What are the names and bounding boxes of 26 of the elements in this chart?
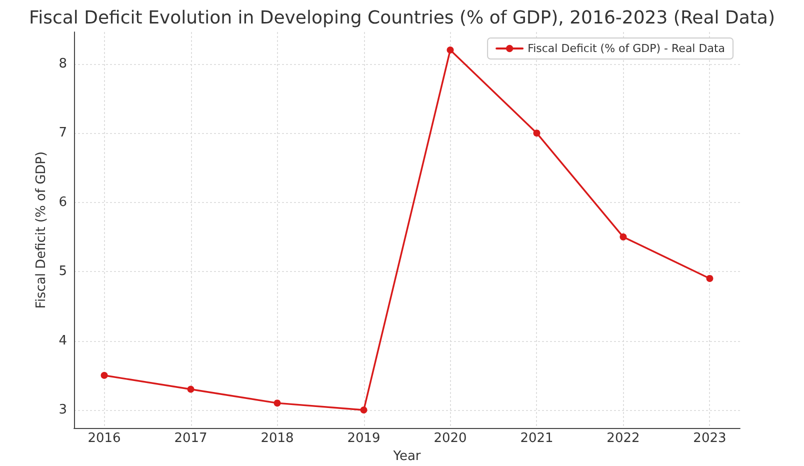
y-tick-label: 6 [58,194,67,210]
x-tick-label: 2023 [693,431,726,446]
point [100,372,108,379]
x-axis-title: Year [392,449,422,464]
point [274,400,281,407]
point [360,406,368,414]
point [620,233,627,240]
x-tick-label: 2016 [88,431,121,446]
y-axis-title: Fiscal Deficit (% of GDP) [34,151,49,309]
y-tick-label: 7 [58,126,67,141]
legend-label: Fiscal Deficit (% of GDP) - Real Data [528,42,726,55]
x-tick-label: 2022 [606,431,640,446]
x-tick-label: 2021 [520,431,554,446]
x-tick-label: 2019 [347,431,380,446]
x-tick-label: 2018 [260,431,294,446]
point [533,130,540,137]
point [446,46,454,54]
point [706,274,714,282]
y-tick-label: 3 [58,402,67,418]
y-tick-label: 4 [58,333,67,348]
point [187,386,194,393]
x-tick-label: 2020 [434,431,467,446]
x-tick-label: 2017 [174,431,208,446]
y-tick-label: 5 [58,264,67,280]
y-tick-label: 8 [58,56,67,72]
chart-title: Fiscal Deficit Evolution in Developing Countries (% of GDP), 2016-2023 (Real Data) [29,8,775,28]
